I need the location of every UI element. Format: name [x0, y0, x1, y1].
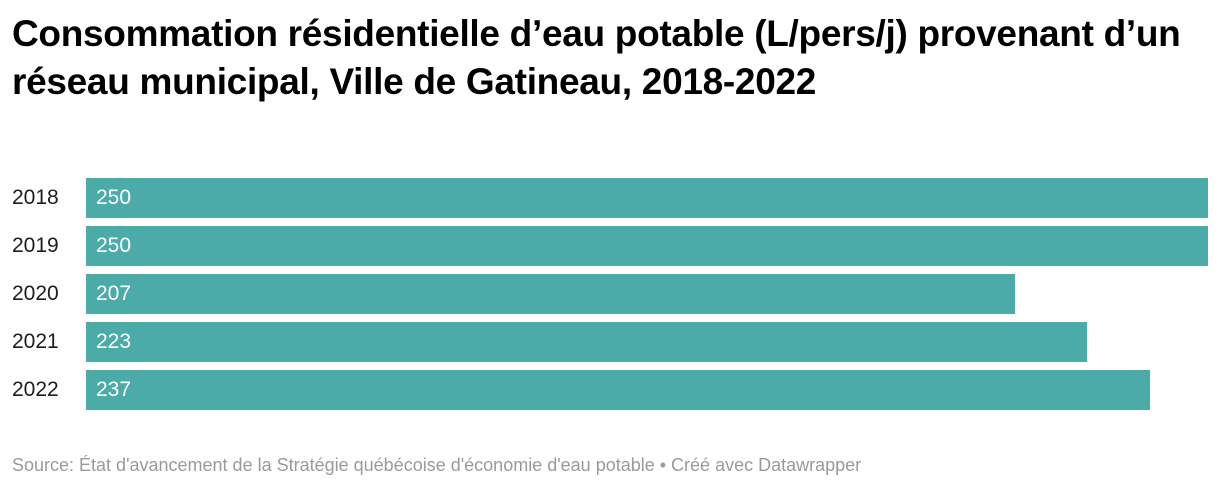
bar-2020: [86, 274, 1016, 314]
bar-2022: [86, 370, 1150, 410]
bar-row-2018: 2018 250: [0, 178, 1220, 218]
value-label: 237: [96, 378, 132, 401]
value-label: 250: [96, 234, 132, 257]
bar-row-2019: 2019 250: [0, 226, 1220, 266]
bar-chart: 2018 250 2019 250 2020 207 2021 223 2022 237: [0, 178, 1220, 418]
bar-2018: [86, 178, 1208, 218]
category-label: 2019: [12, 234, 59, 257]
value-label: 250: [96, 186, 132, 209]
source-note: Source: État d'avancement de la Stratégi…: [12, 455, 862, 475]
value-label: 223: [96, 330, 132, 353]
category-label: 2020: [12, 282, 59, 305]
bar-row-2021: 2021 223: [0, 322, 1220, 362]
bar-row-2022: 2022 237: [0, 370, 1220, 410]
category-label: 2018: [12, 186, 59, 209]
category-label: 2022: [12, 378, 59, 401]
category-label: 2021: [12, 330, 59, 353]
bar-row-2020: 2020 207: [0, 274, 1220, 314]
bar-2019: [86, 226, 1208, 266]
bar-2021: [86, 322, 1087, 362]
value-label: 207: [96, 282, 132, 305]
chart-title: Consommation résidentielle d’eau potable…: [12, 13, 1181, 102]
